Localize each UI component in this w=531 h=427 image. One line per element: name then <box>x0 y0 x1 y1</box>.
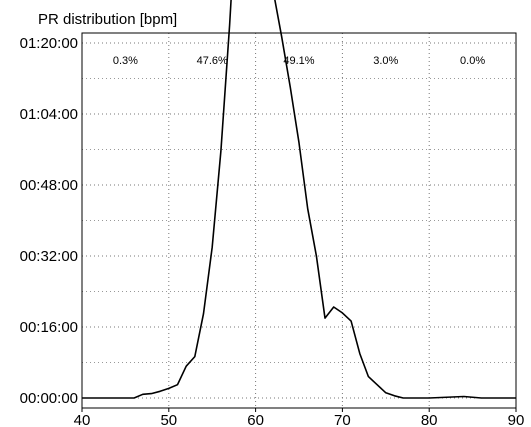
band-percentage-label: 47.6% <box>197 55 228 67</box>
x-tick-label: 40 <box>74 412 91 427</box>
x-tick-label: 70 <box>334 412 351 427</box>
y-tick-label: 00:32:00 <box>20 248 78 265</box>
y-tick-label: 00:00:00 <box>20 390 78 407</box>
y-tick-label: 01:20:00 <box>20 35 78 52</box>
band-percentage-label: 49.1% <box>283 55 314 67</box>
y-tick-label: 01:04:00 <box>20 106 78 123</box>
grid-lines <box>82 33 516 408</box>
band-percentages: 0.3% 47.6% 49.1% 3.0% 0.0% <box>113 55 485 67</box>
y-tick-label: 00:16:00 <box>20 319 78 336</box>
plot-frame <box>81 32 517 409</box>
series-line <box>82 0 516 399</box>
x-tick-label: 50 <box>160 412 177 427</box>
chart-title: PR distribution [bpm] <box>38 11 177 28</box>
band-percentage-label: 3.0% <box>373 55 398 67</box>
x-tick-label: 80 <box>421 412 438 427</box>
y-tick-label: 00:48:00 <box>20 177 78 194</box>
y-axis: 00:00:00 00:16:00 00:32:00 00:48:00 01:04:00… <box>20 35 78 407</box>
x-axis: 40 50 60 70 80 90 <box>74 408 525 427</box>
x-tick-label: 60 <box>247 412 264 427</box>
band-percentage-label: 0.3% <box>113 55 138 67</box>
band-percentage-label: 0.0% <box>460 55 485 67</box>
x-tick-label: 90 <box>508 412 525 427</box>
